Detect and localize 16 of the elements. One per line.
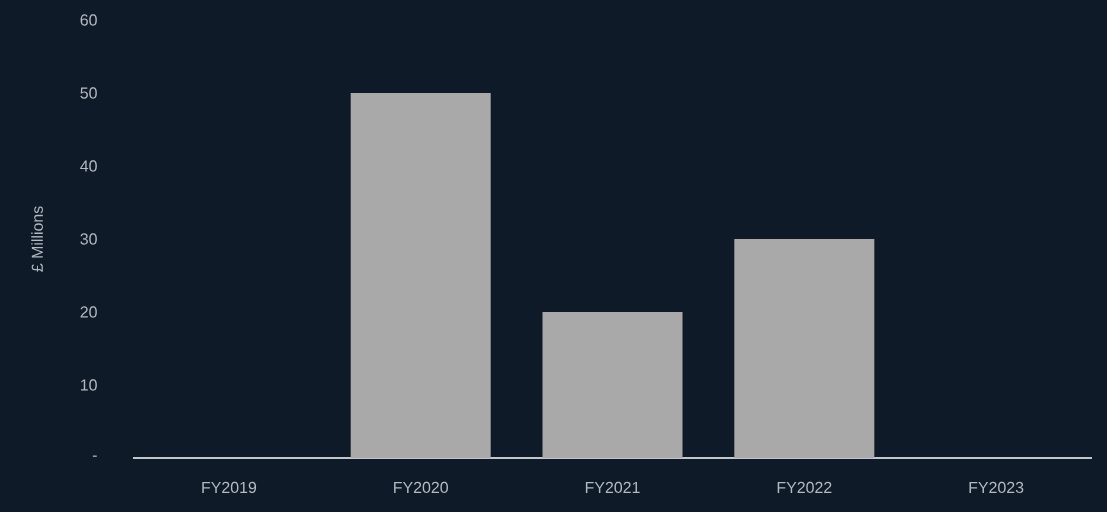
bar [734, 238, 875, 458]
x-tick-label: FY2022 [777, 481, 832, 494]
y-tick-label: 30 [80, 233, 97, 245]
x-tick-label: FY2021 [585, 481, 640, 494]
y-tick-label: 50 [80, 87, 97, 99]
x-tick-label: FY2019 [202, 481, 257, 494]
y-tick-label: 60 [80, 14, 97, 26]
bar [350, 92, 491, 458]
y-tick-label: 40 [80, 160, 97, 172]
x-tick-label: FY2020 [394, 481, 448, 494]
y-tick-label: 20 [80, 306, 97, 318]
y-tick-label: - [92, 455, 97, 457]
y-tick-label: 10 [80, 379, 97, 391]
y-axis-title: £ Millions [31, 206, 43, 272]
x-tick-label: FY2023 [969, 481, 1024, 494]
bar [542, 311, 683, 458]
